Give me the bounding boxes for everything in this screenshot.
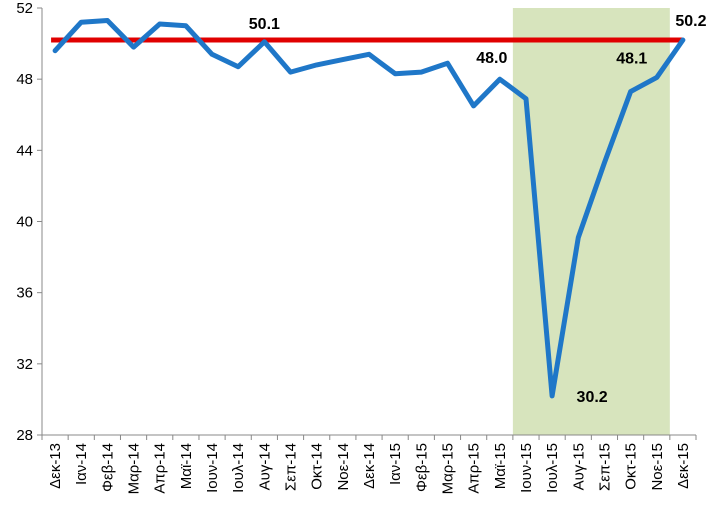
y-axis-ticks: 28 32 36 40 44 48 52 <box>16 0 42 444</box>
x-tick-label: Μαρ-14 <box>126 443 143 494</box>
x-tick-label: Απρ-14 <box>152 443 169 494</box>
x-tick-label: Σεπ-14 <box>283 443 300 491</box>
x-tick-label: Δεκ-15 <box>675 443 692 489</box>
x-axis-ticks: Δεκ-13 Ιαν-14 Φεβ-14 Μαρ-14 Απρ-14 Μαϊ-14 Ιουν… <box>41 435 697 494</box>
y-tick-label: 32 <box>16 356 33 373</box>
x-tick-label: Δεκ-13 <box>47 443 64 489</box>
x-tick-label: Ιουν-14 <box>204 443 221 493</box>
x-tick-label: Αυγ-15 <box>570 443 587 490</box>
data-label: 50.2 <box>675 13 706 30</box>
y-tick-label: 40 <box>16 214 33 231</box>
data-labels-group: 50.1 48.0 30.2 48.1 50.2 <box>249 13 707 406</box>
series-group <box>52 18 686 399</box>
data-label: 48.0 <box>476 50 507 67</box>
y-tick-label: 48 <box>16 71 33 88</box>
x-tick-label: Μαϊ-15 <box>492 443 509 489</box>
x-tick-label: Φεβ-15 <box>413 443 430 492</box>
x-tick-label: Απρ-15 <box>466 443 483 494</box>
x-tick-label: Σεπ-15 <box>596 443 613 491</box>
x-tick-label: Ιουλ-15 <box>544 443 561 493</box>
x-tick-label: Οκτ-15 <box>623 443 640 490</box>
y-tick-label: 44 <box>16 142 33 159</box>
y-tick-label: 28 <box>16 427 33 444</box>
y-tick-label: 52 <box>16 0 33 17</box>
x-tick-label: Ιαν-14 <box>73 443 90 485</box>
x-tick-label: Ιουλ-14 <box>230 443 247 493</box>
data-label: 48.1 <box>616 50 647 67</box>
x-tick-label: Ιουν-15 <box>518 443 535 493</box>
x-tick-label: Νοε-14 <box>335 443 352 491</box>
x-tick-label: Ιαν-15 <box>387 443 404 485</box>
x-tick-label: Μαϊ-14 <box>178 443 195 489</box>
x-tick-label: Αυγ-14 <box>256 443 273 490</box>
x-tick-label: Δεκ-14 <box>361 443 378 489</box>
x-tick-label: Οκτ-14 <box>309 443 326 490</box>
x-tick-label: Φεβ-14 <box>99 443 116 492</box>
data-label: 50.1 <box>249 16 280 33</box>
data-label: 30.2 <box>577 389 608 406</box>
x-tick-label: Νοε-15 <box>649 443 666 491</box>
x-tick-label: Μαρ-15 <box>439 443 456 494</box>
y-tick-label: 36 <box>16 285 33 302</box>
